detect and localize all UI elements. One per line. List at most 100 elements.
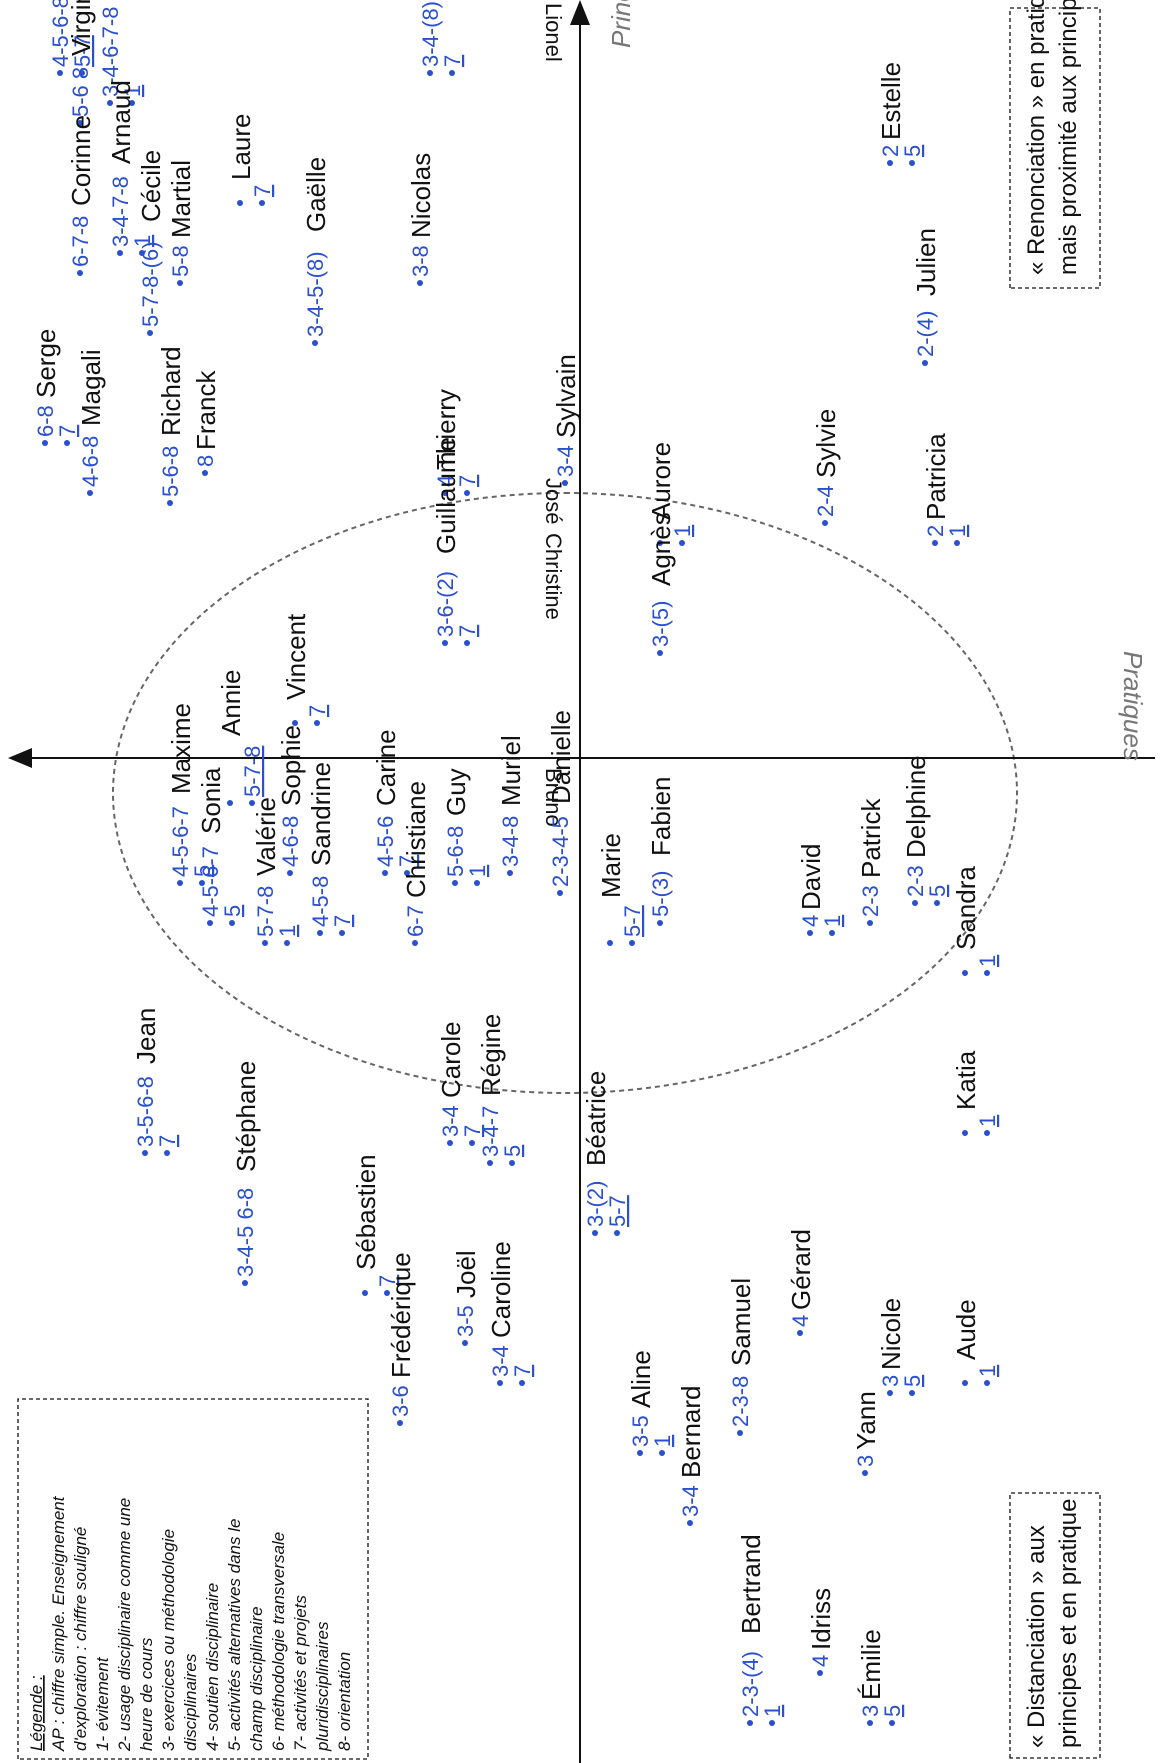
person-virginie: 5-6 8 Virginie <box>66 0 96 126</box>
mirrored-name-jose: José <box>541 478 566 524</box>
person-ex-code: 7 <box>155 1135 180 1147</box>
person-name: Sonia <box>196 767 226 834</box>
person-dot-ex <box>909 1390 915 1396</box>
person-katia: 1 Katia <box>951 1050 1000 1136</box>
person-name: Katia <box>951 1050 981 1110</box>
person-richard: 5-6-8 Richard <box>156 346 186 506</box>
person-dot-ex <box>934 900 940 906</box>
person-dot-ex <box>449 70 455 76</box>
person-name: Caroline <box>486 1241 516 1338</box>
person-name: Aline <box>626 1350 656 1408</box>
person-guy: 5-6-81 Guy <box>441 768 490 886</box>
person-dot <box>442 640 448 646</box>
person-dot <box>77 120 83 126</box>
person-dot-ex <box>679 540 685 546</box>
person-ap-code: 3-6-(2) <box>433 571 458 637</box>
person-dot-ex <box>984 1380 990 1386</box>
person-magali: 4-6-8 Magali <box>76 349 106 496</box>
person-dot <box>237 200 243 206</box>
person-name: Delphine <box>901 755 931 858</box>
person-name: Thierry <box>431 389 461 470</box>
box-renonciation: « Renonciation » en pratique mais proxim… <box>1009 0 1101 289</box>
person-dot-ex <box>769 1720 775 1726</box>
box-renonciation-line-2: mais proximité aux principes <box>1055 0 1082 275</box>
person-ap-code: 3-5-6-8 <box>133 1076 158 1147</box>
person-ap-code: 5-(3) <box>648 871 673 917</box>
person-dot-ex <box>79 70 85 76</box>
person-name: Gérard <box>786 1229 816 1310</box>
legend-title: Légende : <box>27 1675 46 1751</box>
person-dot-ex <box>984 1130 990 1136</box>
person-name: Franck <box>191 370 221 450</box>
legend-line: 6- méthodologie transversale <box>269 1532 288 1751</box>
person-name: Régine <box>476 1014 506 1096</box>
person-daniel: 3-4-6-7-81Daniel <box>98 7 145 106</box>
person-dot-ex <box>259 200 265 206</box>
person-name: Jean <box>131 1008 161 1064</box>
legend-line: pluridisciplinaires <box>313 1621 332 1752</box>
person-ap-code: 4-5-6-7 <box>198 846 223 917</box>
box-distanciation: « Distanciation » aux principes et en pr… <box>1009 1492 1101 1759</box>
person-dot <box>657 540 663 546</box>
person-name: Patricia <box>921 433 951 520</box>
person-dot-ex <box>139 250 145 256</box>
person-name: Muriel <box>496 735 526 806</box>
person-dot <box>362 1290 368 1296</box>
person-name: Estelle <box>876 62 906 140</box>
legend-line: 3- exercices ou méthodologie <box>159 1529 178 1751</box>
person-caroline: 3-47 Caroline <box>486 1241 535 1386</box>
person-name: Stéphane <box>231 1061 261 1172</box>
person-dot <box>397 1420 403 1426</box>
person-dot-ex <box>509 1160 515 1166</box>
person-name: Carole <box>436 1021 466 1098</box>
person-name: Cécile <box>136 150 166 222</box>
person-name: Nicolas <box>406 153 436 238</box>
person-name: Gaëlle <box>301 157 331 232</box>
person-dot <box>862 1470 868 1476</box>
person-dot <box>117 250 123 256</box>
person-name: Sandrine <box>306 762 336 866</box>
person-muriel: 3-4-8 Muriel <box>496 735 526 876</box>
person-dot-ex <box>129 100 135 106</box>
person-dot-ex <box>384 1290 390 1296</box>
person-ap-code: 3-4-6-7-8 <box>98 7 123 97</box>
person-cecile: 5-7-8-(6) Cécile <box>136 150 166 336</box>
person-ap-code: 4 <box>433 475 458 487</box>
person-regine: 3-4-75 Régine <box>476 1014 525 1166</box>
legend-border <box>17 1398 369 1760</box>
person-name: David <box>796 844 826 910</box>
person-patrick: 2-3 Patrick <box>856 798 886 926</box>
person-dot <box>657 920 663 926</box>
person-dot <box>962 1130 968 1136</box>
person-annie: 5-7-8 Annie <box>216 670 265 806</box>
person-ex-code: 5 <box>500 1145 525 1157</box>
person-ex-code: 7 <box>250 185 275 197</box>
person-name: Fabien <box>646 777 676 857</box>
person-thierry: 47 Thierry <box>431 389 480 496</box>
person-ap-code: 3-(5) <box>648 601 673 647</box>
person-dot <box>822 520 828 526</box>
person-dot <box>242 1280 248 1286</box>
person-dot-ex <box>464 640 470 646</box>
person-ap-code: 3-5 <box>453 1305 478 1337</box>
person-martial: 5-8 Martial <box>166 160 196 286</box>
person-name: Sylvie <box>811 409 841 478</box>
person-ex-code: 5-7 <box>70 35 95 67</box>
person-ex-code: 1 <box>820 915 845 927</box>
person-name: Sophie <box>276 725 306 806</box>
person-dot-ex <box>909 160 915 166</box>
person-ex-code: 5-7-8 <box>240 746 265 797</box>
person-name: Idriss <box>806 1588 836 1650</box>
person-gerard: 4 Gérard <box>786 1229 816 1336</box>
person-julien: 2-(4) Julien <box>911 228 941 366</box>
person-dot <box>382 870 388 876</box>
person-dot-ex <box>629 940 635 946</box>
person-aurore: 1 Aurore <box>646 442 695 546</box>
person-dot <box>177 280 183 286</box>
person-dot <box>737 1430 743 1436</box>
person-dot <box>867 920 873 926</box>
legend-line: AP : chiffre simple. Enseignement <box>49 1495 68 1752</box>
person-dot <box>417 280 423 286</box>
person-ap-code: 4-5-6-8 <box>48 0 73 67</box>
